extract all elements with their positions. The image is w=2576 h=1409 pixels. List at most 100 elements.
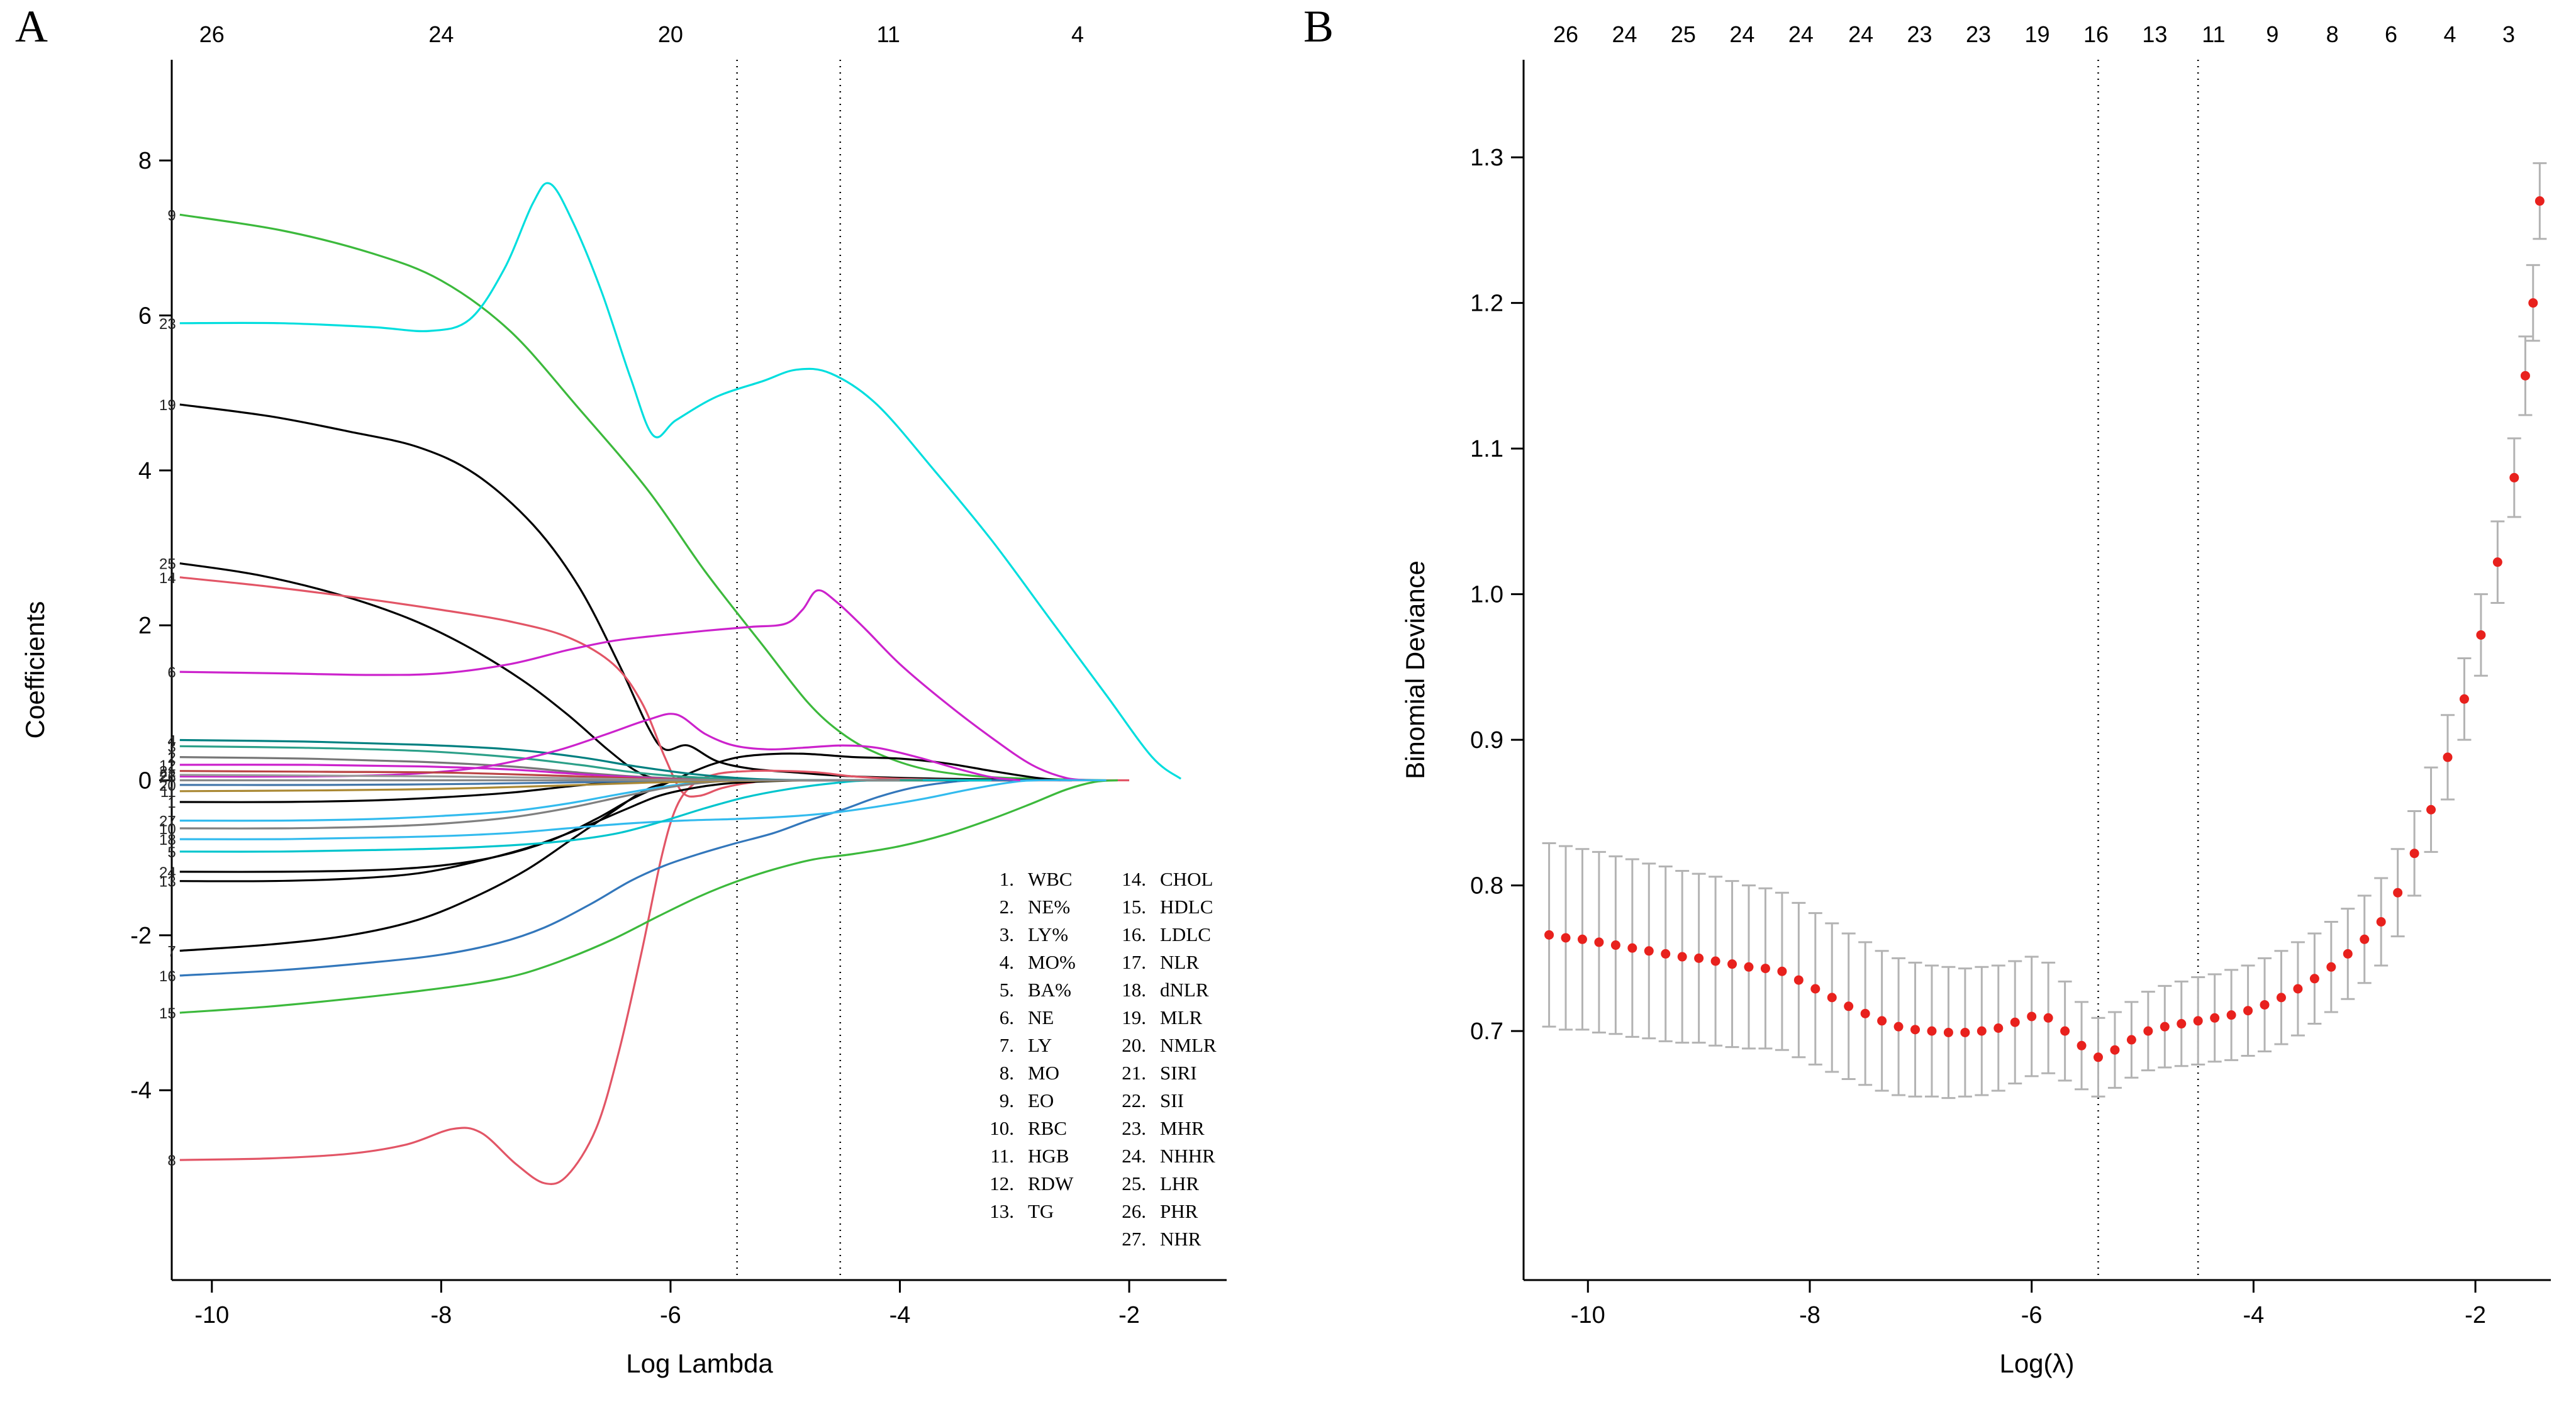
panel-a-y-tick-label: 6 (138, 303, 152, 329)
cv-point (2528, 298, 2538, 308)
cv-point (1860, 1008, 1870, 1018)
cv-point (2177, 1019, 2187, 1029)
cv-point (2210, 1013, 2220, 1023)
legend-number: 20. (1122, 1034, 1146, 1056)
cv-point (1927, 1026, 1937, 1036)
coef-path-9 (179, 213, 1107, 782)
cv-point (1793, 975, 1804, 985)
coef-label-10: 10 (159, 821, 176, 838)
cv-point (1677, 952, 1687, 962)
legend-name: SII (1160, 1089, 1184, 1111)
coef-label-16: 16 (159, 968, 176, 985)
coef-label-7: 7 (167, 944, 176, 961)
panel-a-y-tick-label: -4 (130, 1078, 152, 1104)
coef-label-19: 19 (159, 397, 176, 414)
legend-number: 23. (1122, 1117, 1146, 1139)
panel-a-xlabel: Log Lambda (626, 1349, 773, 1378)
cv-point (2492, 557, 2502, 567)
legend-number: 24. (1122, 1145, 1146, 1167)
legend-name: SIRI (1160, 1062, 1197, 1084)
coef-label-15: 15 (159, 1005, 176, 1022)
coef-path-8 (179, 769, 1130, 1185)
cv-point (2243, 1006, 2253, 1016)
legend-number: 10. (990, 1117, 1014, 1139)
panel-b-top-tick-label: 9 (2266, 21, 2278, 47)
coef-path-6 (179, 589, 1095, 782)
coef-label-27: 27 (159, 813, 176, 830)
legend-number: 9. (1000, 1089, 1014, 1111)
cv-point (2309, 974, 2319, 984)
cv-point (1960, 1027, 1970, 1037)
panel-b-x-tick-label: -6 (2021, 1302, 2043, 1328)
cv-point (1694, 953, 1704, 963)
cv-error-bars (1542, 162, 2547, 1100)
cv-point (2459, 694, 2469, 704)
cv-point (2326, 962, 2336, 972)
panel-a-x-tick-label: -4 (889, 1302, 911, 1328)
legend-number: 1. (1000, 868, 1014, 890)
cv-point (2360, 934, 2370, 944)
panel-a-top-tick-label: 4 (1071, 21, 1084, 47)
legend-name: LY% (1028, 923, 1068, 945)
cv-point (1644, 946, 1654, 956)
legend-name: LHR (1160, 1172, 1199, 1195)
cv-points (1544, 196, 2545, 1062)
panel-a-y-tick-label: 8 (138, 148, 152, 174)
panel-b-top-tick-label: 23 (1966, 21, 1991, 47)
coef-label-14: 14 (159, 570, 176, 587)
legend-name: NLR (1160, 951, 1199, 973)
legend-name: BA% (1028, 979, 1071, 1001)
panel-b-top-tick-label: 25 (1671, 21, 1696, 47)
legend-number: 15. (1122, 896, 1146, 918)
coefficient-paths (179, 182, 1182, 1185)
legend-name: MO% (1028, 951, 1076, 973)
legend-name: NHHR (1160, 1145, 1215, 1167)
panel-b-xlabel: Log(λ) (1999, 1349, 2075, 1378)
legend-number: 6. (1000, 1006, 1014, 1028)
cv-point (1577, 934, 1587, 944)
panel-b-y-tick-label: 0.8 (1470, 873, 1503, 899)
legend-number: 26. (1122, 1200, 1146, 1222)
legend-name: NMLR (1160, 1034, 1217, 1056)
legend-number: 4. (1000, 951, 1014, 973)
panel-b-ylabel: Binomial Deviance (1400, 560, 1430, 779)
legend-number: 27. (1122, 1228, 1146, 1250)
coefficient-start-labels: 9231925146871615241318527101234122621222… (159, 207, 176, 1169)
cv-point (2276, 993, 2286, 1003)
legend-number: 5. (1000, 979, 1014, 1001)
cv-point (1594, 937, 1604, 947)
panel-a-y-tick-label: 2 (138, 613, 152, 639)
legend-number: 21. (1122, 1062, 1146, 1084)
panel-a-y-tick-label: -2 (130, 923, 152, 949)
cv-point (1760, 964, 1770, 974)
cv-point (2193, 1016, 2203, 1026)
cv-point (2060, 1026, 2070, 1036)
coef-label-21: 21 (159, 764, 176, 781)
legend-name: WBC (1028, 868, 1073, 890)
legend-name: NE (1028, 1006, 1054, 1028)
cv-point (2010, 1017, 2020, 1027)
cv-point (2520, 370, 2530, 381)
cv-point (2443, 752, 2453, 762)
cv-point (2143, 1026, 2153, 1036)
coef-label-3: 3 (167, 738, 176, 755)
coef-path-18 (179, 779, 1107, 840)
cv-point (1910, 1025, 1921, 1035)
legend-number: 17. (1122, 951, 1146, 973)
panel-b-cv-plot: 0.7 0.8 0.9 1.0 1.1 1.2 1.3 -10 -8 -6 -4 -2 26 24 25 24… (1290, 0, 2576, 1409)
cv-point (2260, 1000, 2270, 1010)
legend-number: 16. (1122, 923, 1146, 945)
panel-b-letter: B (1303, 1, 1334, 52)
cv-point (2226, 1010, 2236, 1020)
cv-point (2509, 472, 2519, 482)
legend-name: CHOL (1160, 868, 1213, 890)
legend-name: dNLR (1160, 979, 1209, 1001)
panel-a-x-tick-label: -10 (194, 1302, 229, 1328)
coef-path-5 (179, 779, 992, 853)
coef-label-23: 23 (159, 316, 176, 333)
legend-number: 19. (1122, 1006, 1146, 1028)
cv-point (1893, 1022, 1904, 1032)
panel-b-top-tick-label: 19 (2024, 21, 2049, 47)
panel-a-ylabel: Coefficients (20, 601, 50, 739)
